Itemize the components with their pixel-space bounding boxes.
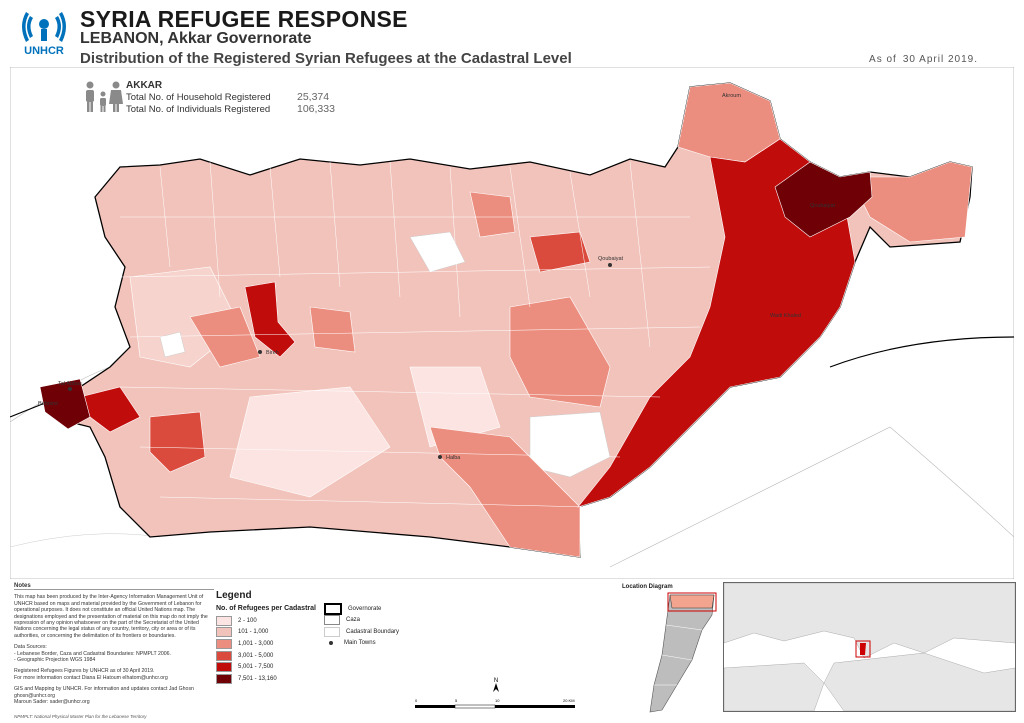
town-bireh-marker xyxy=(258,350,262,354)
region-label-bebnine: Bebnine xyxy=(38,401,58,407)
notes-data-sources: Data Sources: - Lebanese Border, Caza an… xyxy=(14,644,171,664)
logo-text: UNHCR xyxy=(24,45,64,57)
scale-bar: 0 5 10 20 KM xyxy=(413,694,579,714)
stats-region: AKKAR xyxy=(126,80,163,91)
page-subtitle: LEBANON, Akkar Governorate xyxy=(80,30,312,47)
notes-contact: GIS and Mapping by UNHCR. For informatio… xyxy=(14,686,194,706)
svg-text:0: 0 xyxy=(415,698,418,703)
town-label-bireh: Bireh xyxy=(266,350,279,356)
notes-figures: Registered Refugees Figures by UNHCR as … xyxy=(14,668,168,681)
legend-governorate: Governorate xyxy=(324,602,416,615)
legend-caza: Caza xyxy=(324,615,416,627)
legend-class-6: 7,501 - 13,160 xyxy=(216,673,324,685)
location-diagram: Location Diagram xyxy=(622,584,722,714)
household-value: 25,374 xyxy=(297,91,330,103)
household-label: Total No. of Household Registered xyxy=(126,92,271,103)
notes-title: Notes xyxy=(14,583,214,591)
individuals-value: 106,333 xyxy=(297,103,335,115)
legend-title: Legend xyxy=(216,590,252,601)
main-towns xyxy=(68,263,612,459)
legend-class-1: 2 - 100 xyxy=(216,615,324,627)
town-halba-marker xyxy=(438,455,442,459)
as-of-label: As of xyxy=(869,54,897,65)
legend: Legend No. of Refugees per Cadastral 2 -… xyxy=(216,590,416,710)
svg-text:N: N xyxy=(494,678,498,684)
registration-stats: AKKAR Total No. of Household Registered … xyxy=(82,80,342,130)
footer-note: NPMPLT: National Physical Master Plan fo… xyxy=(14,714,147,719)
town-label-tal-abbas: Tal Abbas xyxy=(58,381,82,387)
north-arrow-icon: N xyxy=(492,676,500,692)
notes-panel: Notes This map has been produced by the … xyxy=(14,583,214,719)
town-qoubaiyat-marker xyxy=(608,263,612,267)
as-of-value: 30 April 2019. xyxy=(902,54,978,65)
family-icon xyxy=(86,81,123,112)
location-diagram-title: Location Diagram xyxy=(622,584,673,590)
legend-class-4: 3,001 - 5,000 xyxy=(216,650,324,662)
legend-cadastral: Cadastral Boundary xyxy=(324,626,416,638)
as-of-date: As of 30 April 2019. xyxy=(863,54,978,65)
region-label-akroum: Akroum xyxy=(722,93,741,99)
region-label-wadi-khaled: Wadi Khaled xyxy=(770,313,801,319)
town-label-qoubaiyat: Qoubaiyat xyxy=(598,256,624,262)
region-label-qoubaiyat: Qoubaiyat xyxy=(810,203,836,209)
main-map[interactable]: Halba Qoubaiyat Bireh Tal Abbas Akroum Q… xyxy=(9,66,1015,580)
town-tal-abbas-marker xyxy=(68,387,72,391)
legend-class-2: 101 - 1,000 xyxy=(216,627,324,639)
individuals-label: Total No. of Individuals Registered xyxy=(126,104,271,115)
legend-class-3: 1,001 - 3,000 xyxy=(216,638,324,650)
svg-text:20 KM: 20 KM xyxy=(563,698,575,703)
page-title: SYRIA REFUGEE RESPONSE xyxy=(80,6,408,32)
map-description: Distribution of the Registered Syrian Re… xyxy=(80,50,572,67)
legend-main-towns: Main Towns xyxy=(324,638,416,650)
regional-inset-map xyxy=(723,582,1016,712)
town-label-halba: Halba xyxy=(446,455,461,461)
svg-text:10: 10 xyxy=(495,698,500,703)
legend-subtitle: No. of Refugees per Cadastral xyxy=(216,605,316,612)
svg-text:5: 5 xyxy=(455,698,458,703)
unhcr-logo: UNHCR xyxy=(18,8,70,64)
notes-disclaimer: This map has been produced by the Inter-… xyxy=(14,594,208,639)
legend-class-5: 5,001 - 7,500 xyxy=(216,661,324,673)
